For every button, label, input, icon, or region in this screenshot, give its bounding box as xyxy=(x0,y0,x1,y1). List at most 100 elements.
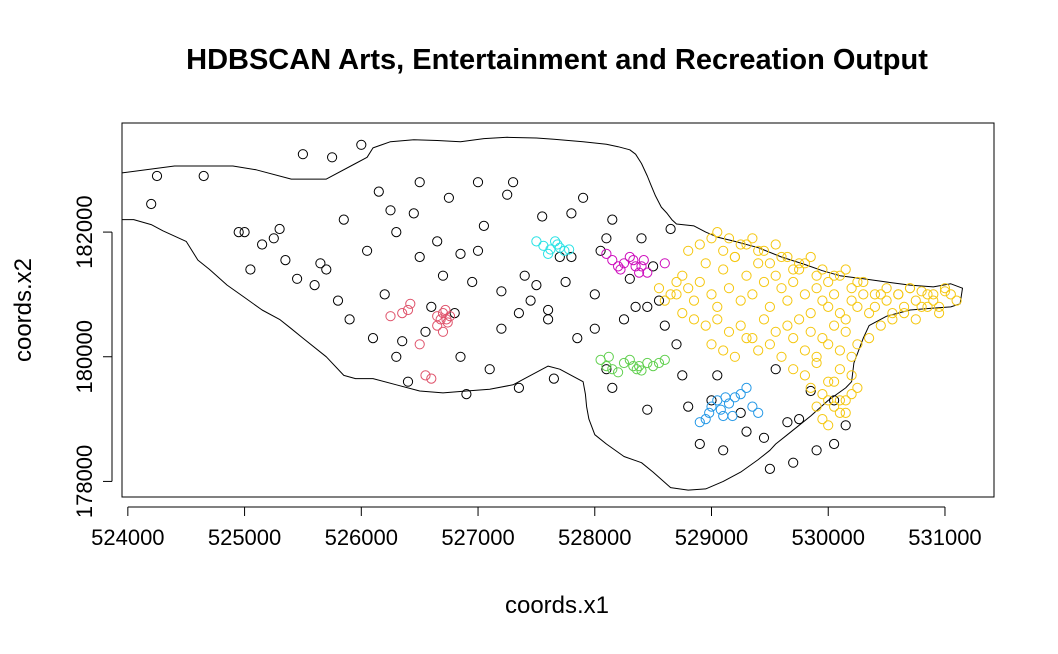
data-point xyxy=(677,370,688,381)
data-point xyxy=(753,407,764,418)
data-point xyxy=(531,280,542,291)
data-point xyxy=(811,401,822,412)
data-point xyxy=(601,364,612,375)
data-point xyxy=(829,270,840,281)
data-point xyxy=(502,189,513,200)
data-point xyxy=(776,351,787,362)
data-point xyxy=(531,236,542,247)
data-point xyxy=(631,364,642,375)
data-point xyxy=(776,251,787,263)
data-point xyxy=(735,295,746,306)
data-point xyxy=(829,289,840,300)
data-point xyxy=(712,227,723,238)
data-point xyxy=(659,354,670,365)
data-point xyxy=(525,295,536,306)
data-point xyxy=(928,295,939,306)
data-point xyxy=(618,258,630,269)
data-point xyxy=(694,239,705,250)
data-point xyxy=(700,258,711,269)
data-point xyxy=(642,267,653,278)
data-point xyxy=(829,438,840,450)
data-point xyxy=(344,314,355,325)
data-point xyxy=(864,333,875,344)
plot-area: 524000 525000 526000 527000 528000 529000 5300… xyxy=(72,122,995,550)
data-point xyxy=(811,270,822,281)
data-point xyxy=(548,373,560,384)
data-point xyxy=(704,407,715,418)
data-point xyxy=(665,289,676,300)
data-point xyxy=(723,326,735,337)
data-point xyxy=(642,404,653,415)
data-point xyxy=(823,276,834,288)
data-point xyxy=(634,267,645,278)
data-point xyxy=(601,248,612,259)
data-point xyxy=(671,276,682,288)
data-point xyxy=(397,308,408,319)
data-point xyxy=(799,258,811,269)
data-point xyxy=(444,311,456,322)
data-point xyxy=(402,376,414,387)
data-point xyxy=(688,314,700,325)
data-point xyxy=(245,264,256,275)
data-point xyxy=(852,339,863,350)
data-point xyxy=(435,314,446,325)
data-point xyxy=(764,339,776,350)
data-point xyxy=(817,414,828,425)
data-point xyxy=(869,289,881,300)
data-point xyxy=(385,311,396,322)
data-point xyxy=(367,333,379,344)
data-point xyxy=(613,261,624,272)
data-point xyxy=(315,258,326,269)
data-point xyxy=(846,370,857,381)
data-point xyxy=(939,283,951,294)
data-point xyxy=(770,364,781,375)
data-point xyxy=(817,295,828,306)
data-point xyxy=(864,308,875,319)
data-point xyxy=(951,295,962,306)
x-tick-label: 530000 xyxy=(792,525,865,550)
data-point xyxy=(642,301,653,312)
data-point xyxy=(601,233,612,244)
data-point xyxy=(665,223,676,235)
data-point xyxy=(846,389,857,400)
data-point xyxy=(747,289,758,300)
data-point xyxy=(461,389,472,400)
data-point xyxy=(770,270,781,281)
data-point xyxy=(817,264,828,275)
data-point xyxy=(437,326,449,337)
data-point xyxy=(770,326,781,337)
data-point xyxy=(653,295,665,306)
data-point xyxy=(782,320,793,331)
data-point xyxy=(747,233,758,244)
data-point xyxy=(904,283,916,294)
data-point xyxy=(881,283,892,294)
data-point xyxy=(455,248,466,259)
y-tick-label: 180000 xyxy=(72,320,97,393)
data-point xyxy=(823,301,834,312)
data-point xyxy=(729,251,741,263)
x-axis-label: coords.x1 xyxy=(504,592,610,619)
data-point xyxy=(519,270,530,281)
data-point xyxy=(385,205,396,216)
data-point xyxy=(770,239,781,250)
data-point xyxy=(811,283,822,294)
data-point xyxy=(624,273,635,284)
data-point xyxy=(391,351,402,362)
data-point xyxy=(718,410,729,422)
data-point xyxy=(624,251,635,263)
data-point xyxy=(887,308,898,319)
data-point xyxy=(694,276,705,288)
data-point xyxy=(356,139,367,150)
data-point xyxy=(634,361,645,372)
data-point xyxy=(753,345,764,356)
data-point xyxy=(280,255,291,266)
data-point xyxy=(578,192,589,203)
data-point xyxy=(554,251,565,263)
data-point xyxy=(292,273,303,284)
data-point xyxy=(741,239,752,250)
data-point xyxy=(840,326,851,337)
data-point xyxy=(648,261,659,272)
data-point xyxy=(572,333,583,344)
data-point xyxy=(373,186,384,197)
